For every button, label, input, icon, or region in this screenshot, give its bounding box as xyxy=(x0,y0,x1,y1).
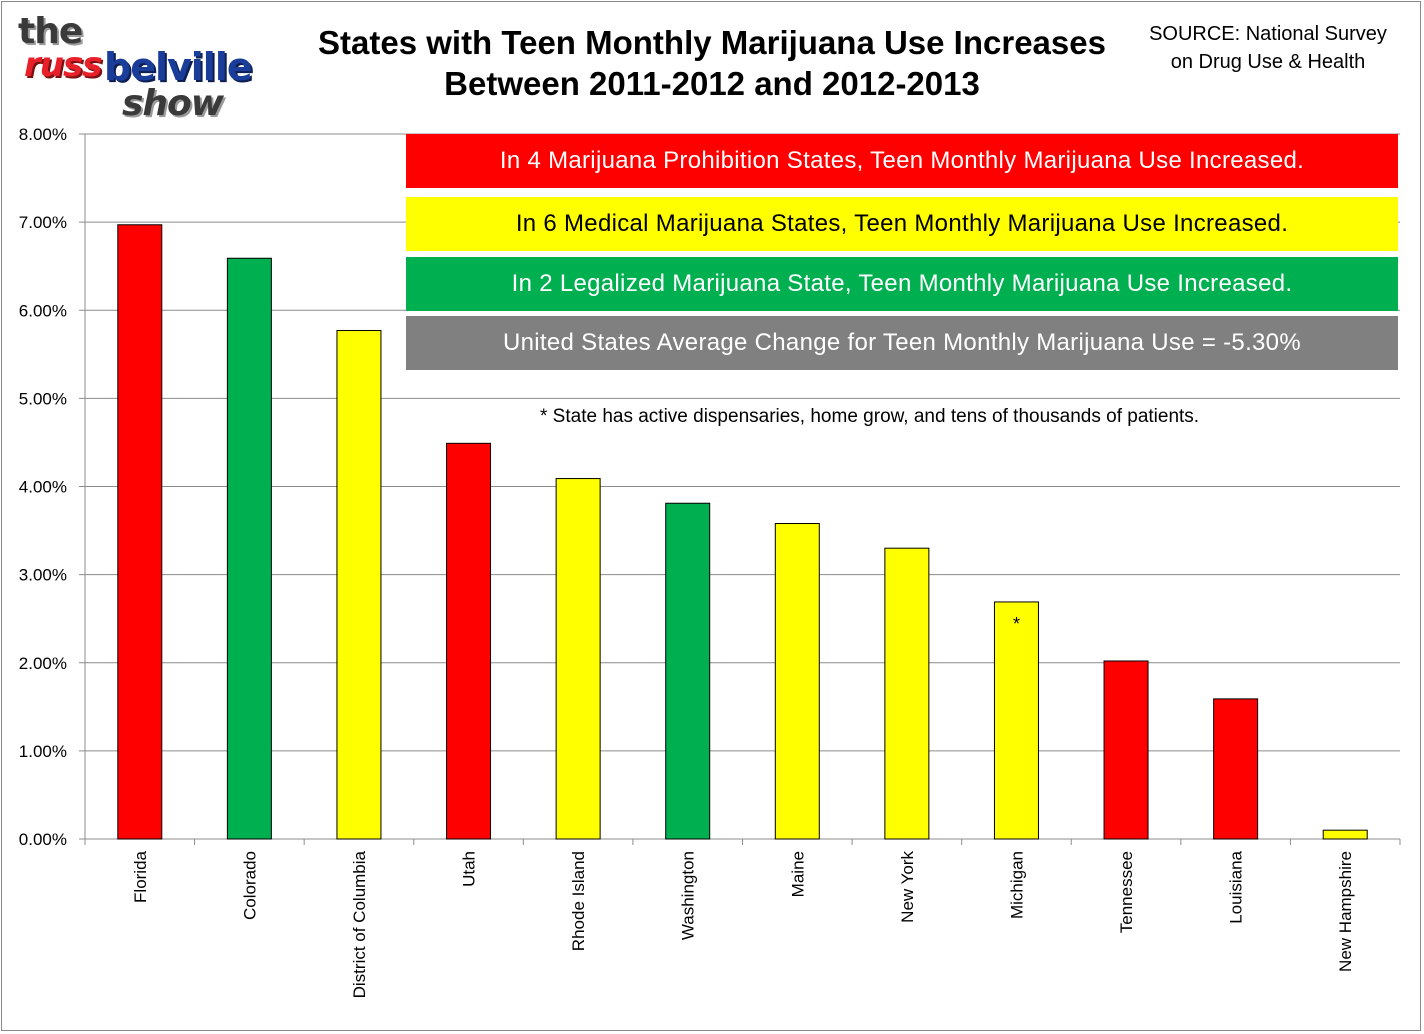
us-average-banner: United States Average Change for Teen Mo… xyxy=(406,316,1398,370)
chart-title: States with Teen Monthly Marijuana Use I… xyxy=(262,22,1162,104)
bar-michigan xyxy=(993,601,1039,840)
y-tick-label: 4.00% xyxy=(19,478,67,497)
bar-utah xyxy=(446,442,492,840)
logo-show: show xyxy=(122,83,224,124)
x-tick-label: Louisiana xyxy=(1227,850,1246,923)
x-tick-label: Michigan xyxy=(1007,851,1026,919)
y-tick-label: 7.00% xyxy=(19,213,67,232)
show-logo: the russ belville show xyxy=(18,10,253,124)
x-tick-label: District of Columbia xyxy=(350,850,369,998)
bar-district-of-columbia xyxy=(336,330,382,840)
bar-tennessee xyxy=(1103,660,1149,840)
y-tick-label: 6.00% xyxy=(19,301,67,320)
y-tick-label: 3.00% xyxy=(19,566,67,585)
x-tick-label: New Hampshire xyxy=(1336,851,1355,972)
x-tick-label: Rhode Island xyxy=(569,851,588,951)
bar-new-york xyxy=(884,547,930,840)
bar-annotation: * xyxy=(1013,614,1020,634)
bar-colorado xyxy=(226,257,272,840)
logo-russ: russ xyxy=(24,45,102,85)
y-tick-label: 1.00% xyxy=(19,742,67,761)
x-tick-label: Florida xyxy=(131,850,150,903)
chart-title-line1: States with Teen Monthly Marijuana Use I… xyxy=(318,24,1106,61)
logo-belville: belville xyxy=(104,45,253,89)
x-tick-label: Tennessee xyxy=(1117,851,1136,933)
bar-maine xyxy=(774,523,820,840)
x-tick-label: Colorado xyxy=(240,851,259,920)
bar-washington xyxy=(665,502,711,840)
footnote: * State has active dispensaries, home gr… xyxy=(540,406,1200,427)
logo-the: the xyxy=(18,11,83,52)
source-note: SOURCE: National Survey on Drug Use & He… xyxy=(1118,20,1418,76)
x-tick-label: Maine xyxy=(788,851,807,897)
medical-states-banner: In 6 Medical Marijuana States, Teen Mont… xyxy=(406,197,1398,251)
bar-louisiana xyxy=(1213,698,1259,840)
bar-new-hampshire xyxy=(1322,829,1368,840)
x-tick-label: New York xyxy=(898,851,917,923)
bar-florida xyxy=(117,224,163,840)
y-tick-label: 0.00% xyxy=(19,830,67,849)
legalized-states-banner: In 2 Legalized Marijuana State, Teen Mon… xyxy=(406,257,1398,311)
y-tick-label: 8.00% xyxy=(19,125,67,144)
prohibition-states-banner: In 4 Marijuana Prohibition States, Teen … xyxy=(406,134,1398,188)
x-tick-label: Washington xyxy=(679,851,698,940)
source-line1: SOURCE: National Survey xyxy=(1149,23,1387,45)
bar-rhode-island xyxy=(555,478,601,840)
source-line2: on Drug Use & Health xyxy=(1170,51,1366,73)
x-tick-label: Utah xyxy=(460,851,479,887)
y-tick-label: 5.00% xyxy=(19,389,67,408)
y-tick-label: 2.00% xyxy=(19,654,67,673)
chart-title-line2: Between 2011-2012 and 2012-2013 xyxy=(444,65,980,102)
